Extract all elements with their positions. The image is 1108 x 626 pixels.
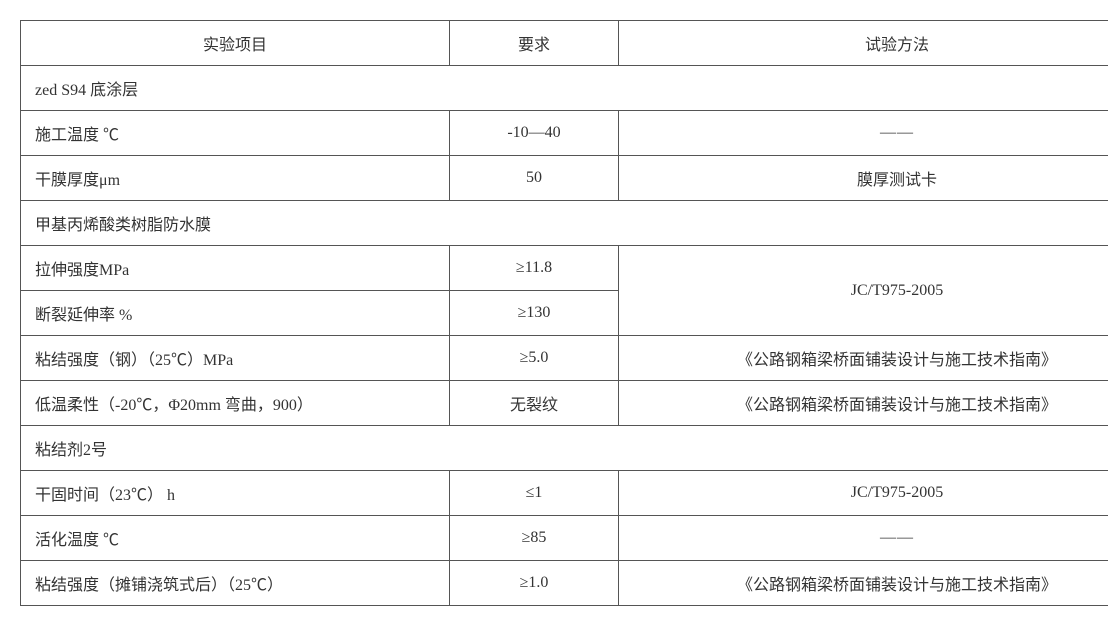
cell-req: 50: [450, 156, 619, 201]
cell-method: 《公路钢箱梁桥面铺装设计与施工技术指南》: [619, 381, 1108, 426]
cell-req: ≥1.0: [450, 561, 619, 606]
section-row: zed S94 底涂层: [21, 66, 1108, 111]
table-row: 拉伸强度MPa ≥11.8 JC/T975-2005: [21, 246, 1108, 291]
section-title: zed S94 底涂层: [21, 66, 1108, 111]
cell-method: 《公路钢箱梁桥面铺装设计与施工技术指南》: [619, 336, 1108, 381]
section-row: 粘结剂2号: [21, 426, 1108, 471]
section-title: 甲基丙烯酸类树脂防水膜: [21, 201, 1108, 246]
cell-item: 活化温度 ℃: [21, 516, 450, 561]
table-row: 干膜厚度μm 50 膜厚测试卡: [21, 156, 1108, 201]
spec-table: 实验项目 要求 试验方法 zed S94 底涂层 施工温度 ℃ -10—40 —…: [20, 20, 1108, 606]
cell-method: ——: [619, 111, 1108, 156]
cell-req: ≥11.8: [450, 246, 619, 291]
cell-method: JC/T975-2005: [619, 471, 1108, 516]
cell-item: 干固时间（23℃） h: [21, 471, 450, 516]
table-header-row: 实验项目 要求 试验方法: [21, 21, 1108, 66]
section-title: 粘结剂2号: [21, 426, 1108, 471]
col-header-method: 试验方法: [619, 21, 1108, 66]
col-header-item: 实验项目: [21, 21, 450, 66]
cell-method: ——: [619, 516, 1108, 561]
cell-req: -10—40: [450, 111, 619, 156]
cell-req: 无裂纹: [450, 381, 619, 426]
table-row: 施工温度 ℃ -10—40 ——: [21, 111, 1108, 156]
cell-item: 施工温度 ℃: [21, 111, 450, 156]
cell-item: 低温柔性（-20℃，Φ20mm 弯曲，900）: [21, 381, 450, 426]
table-row: 活化温度 ℃ ≥85 ——: [21, 516, 1108, 561]
table-row: 粘结强度（钢）（25℃）MPa ≥5.0 《公路钢箱梁桥面铺装设计与施工技术指南…: [21, 336, 1108, 381]
col-header-req: 要求: [450, 21, 619, 66]
cell-item: 干膜厚度μm: [21, 156, 450, 201]
cell-item: 断裂延伸率 %: [21, 291, 450, 336]
table-row: 粘结强度（摊铺浇筑式后）（25℃） ≥1.0 《公路钢箱梁桥面铺装设计与施工技术…: [21, 561, 1108, 606]
cell-req: ≤1: [450, 471, 619, 516]
cell-req: ≥85: [450, 516, 619, 561]
cell-item: 拉伸强度MPa: [21, 246, 450, 291]
cell-method-merged: JC/T975-2005: [619, 246, 1108, 336]
table-row: 干固时间（23℃） h ≤1 JC/T975-2005: [21, 471, 1108, 516]
cell-method: 膜厚测试卡: [619, 156, 1108, 201]
cell-req: ≥130: [450, 291, 619, 336]
cell-item: 粘结强度（摊铺浇筑式后）（25℃）: [21, 561, 450, 606]
cell-method: 《公路钢箱梁桥面铺装设计与施工技术指南》: [619, 561, 1108, 606]
section-row: 甲基丙烯酸类树脂防水膜: [21, 201, 1108, 246]
cell-req: ≥5.0: [450, 336, 619, 381]
cell-item: 粘结强度（钢）（25℃）MPa: [21, 336, 450, 381]
table-row: 低温柔性（-20℃，Φ20mm 弯曲，900） 无裂纹 《公路钢箱梁桥面铺装设计…: [21, 381, 1108, 426]
